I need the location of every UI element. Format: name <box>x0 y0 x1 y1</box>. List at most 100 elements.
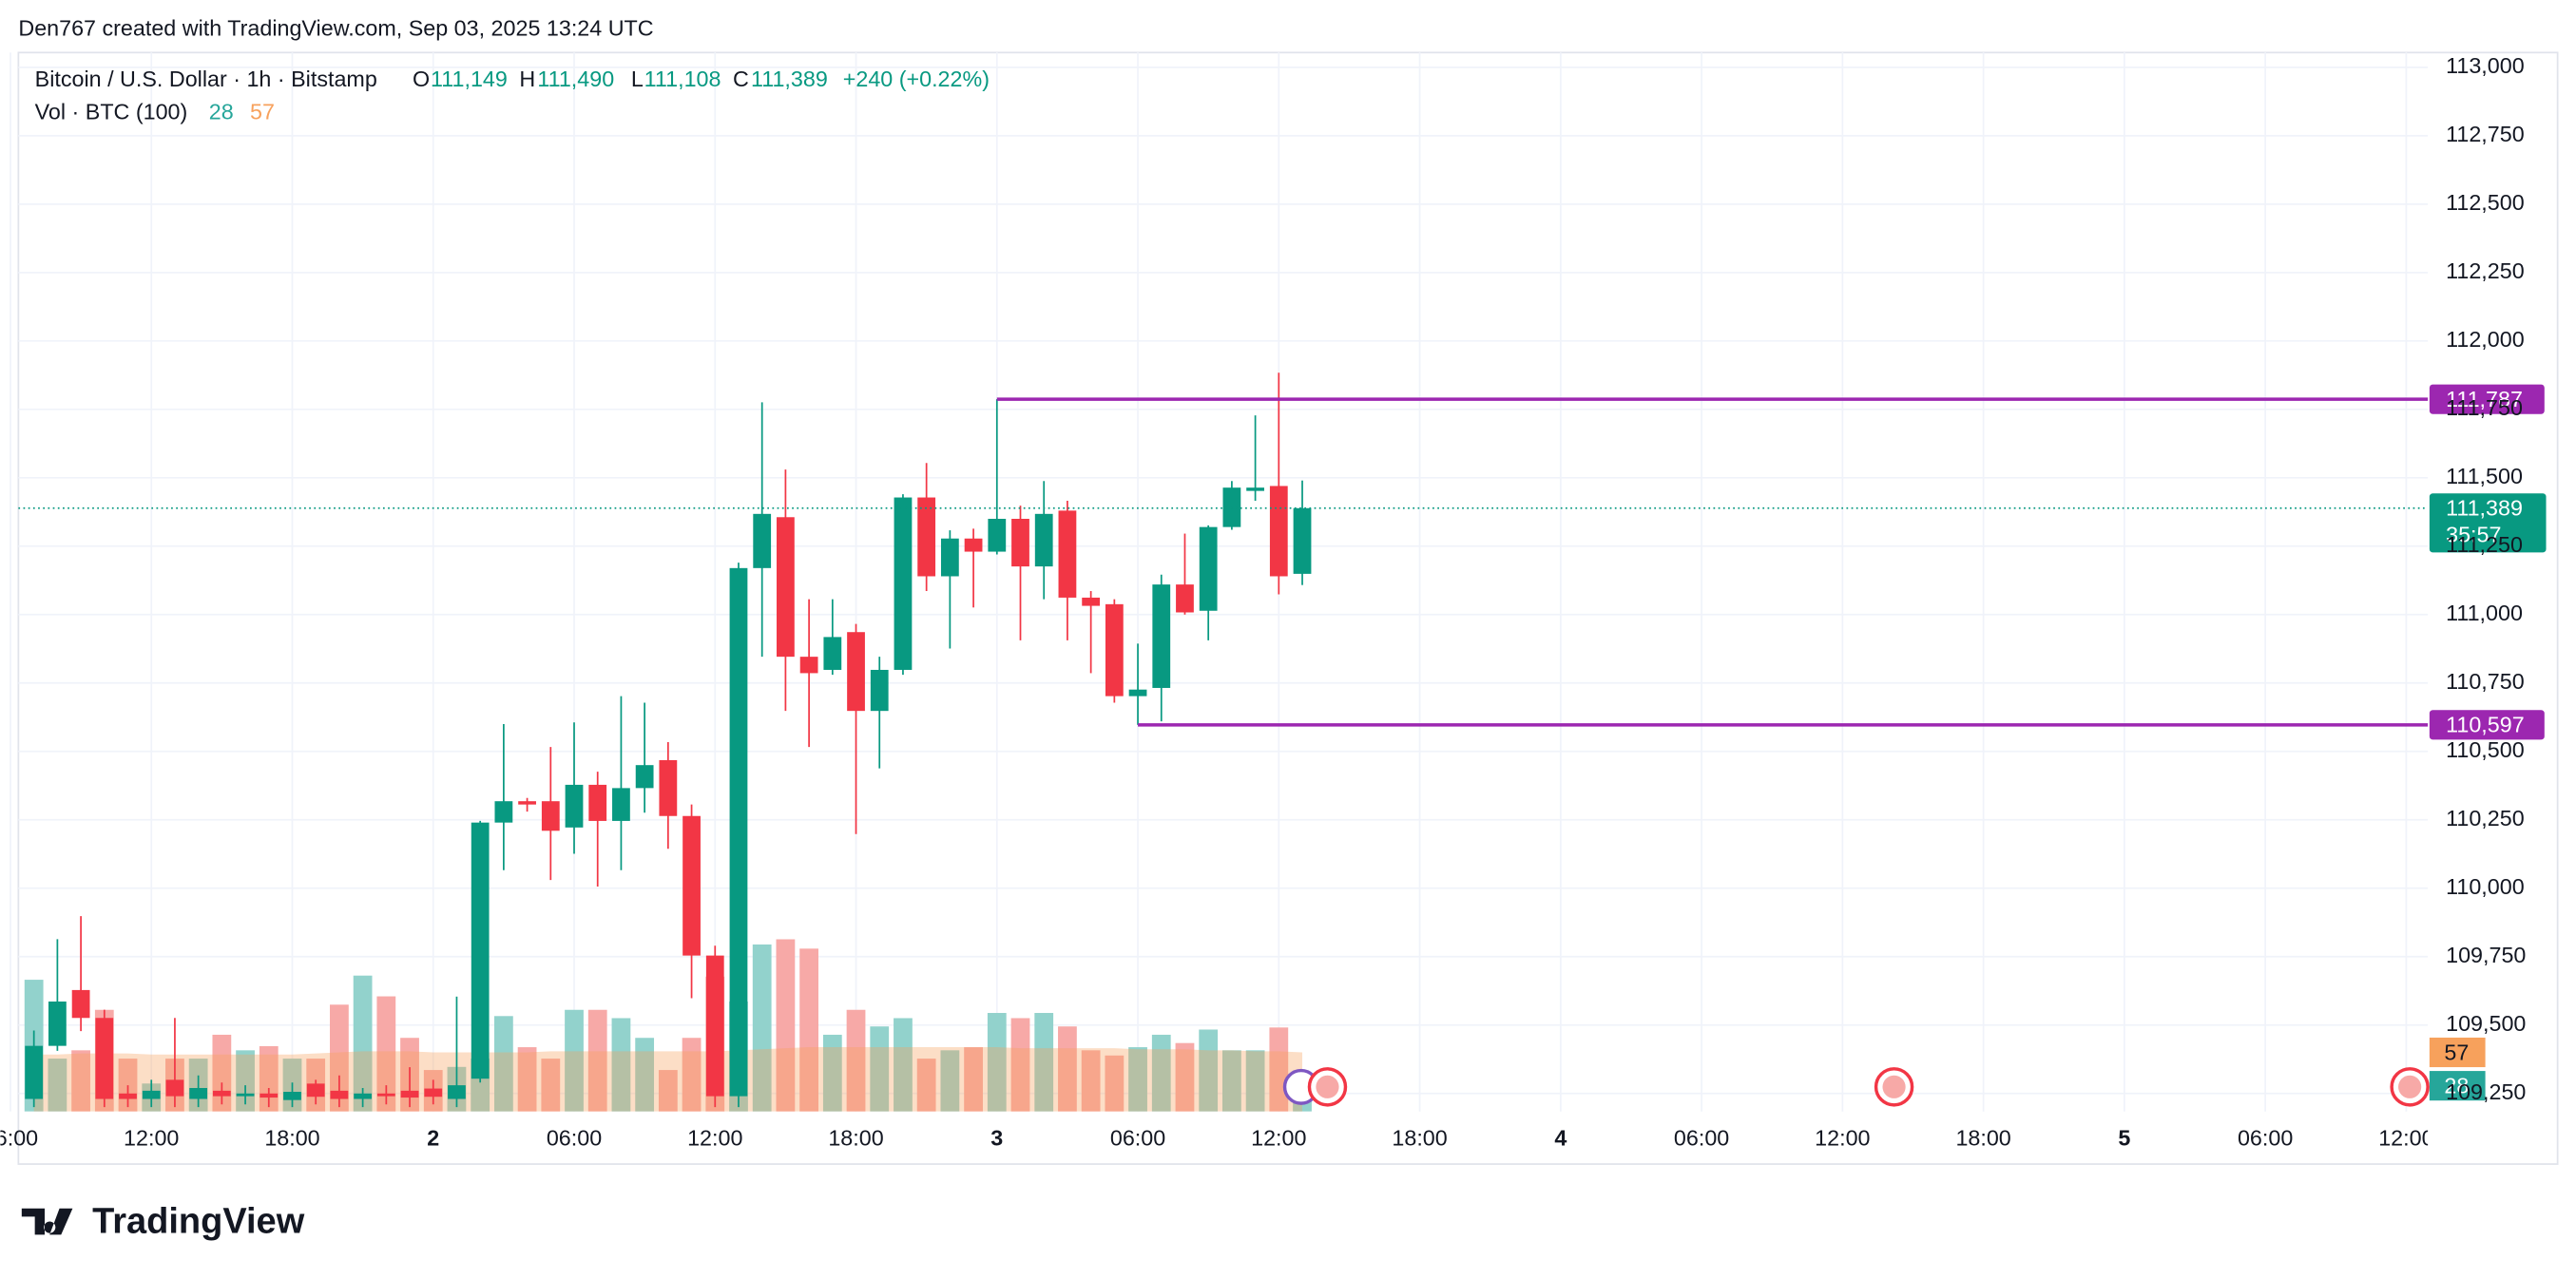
candle-body <box>95 1018 114 1099</box>
volume-value: 28 <box>209 99 234 124</box>
symbol: Bitcoin / U.S. Dollar · 1h · Bitstamp <box>35 67 377 91</box>
ohlc-key: O <box>413 67 430 91</box>
volume-bar <box>1058 1026 1077 1112</box>
volume-bar <box>236 1050 255 1112</box>
price-axis: 109,250 109,500 109,750 110,000 110,250 110,5… <box>2446 53 2526 1104</box>
logo: TradingView <box>21 1201 305 1241</box>
logo-mark <box>21 1208 73 1235</box>
volume-bar <box>1175 1042 1195 1112</box>
y-tick-label: 110,500 <box>2446 737 2525 762</box>
candle-body <box>119 1093 137 1099</box>
price-pane <box>25 372 1312 1108</box>
x-tick-label: 06:00 <box>2238 1125 2293 1150</box>
volume-pane <box>24 939 1312 1112</box>
price-badge <box>2429 710 2545 740</box>
candle-body <box>565 784 584 828</box>
price-badge-label: 110,597 <box>2446 713 2525 737</box>
volume-bar <box>330 1004 349 1112</box>
candle-body <box>1176 584 1194 613</box>
ohlc-value: 111,108 <box>644 67 721 91</box>
candle-body <box>870 669 889 712</box>
ohlc-value: 111,490 <box>537 67 614 91</box>
volume-bar <box>1105 1055 1125 1112</box>
x-tick-label: 4 <box>1554 1125 1567 1150</box>
candle-body <box>799 657 818 674</box>
candle-body <box>1034 513 1053 567</box>
volume-bar <box>611 1018 631 1112</box>
volume-bar <box>353 975 373 1112</box>
y-tick-label: 111,250 <box>2446 532 2523 557</box>
volume-bar <box>635 1038 655 1112</box>
candle-body <box>71 989 90 1019</box>
frame <box>17 51 2559 1165</box>
volume-bar <box>517 1047 537 1112</box>
volume-bar <box>987 1013 1007 1112</box>
volume-bar <box>822 1034 842 1112</box>
y-tick-label: 111,000 <box>2446 601 2523 625</box>
event-icons <box>1282 1067 2430 1107</box>
x-tick-label: 3 <box>990 1125 1003 1150</box>
volume-bar <box>1010 1018 1030 1112</box>
y-tick-label: 110,000 <box>2446 874 2525 899</box>
y-tick-label: 113,000 <box>2446 53 2525 78</box>
candle-body <box>400 1090 419 1098</box>
candle-body <box>1128 689 1147 697</box>
ohlc-key: H <box>519 67 535 91</box>
x-tick-label: 2 <box>427 1125 439 1150</box>
volume-ma-badge <box>2429 1037 2486 1068</box>
volume-bar <box>565 1009 584 1112</box>
candle-body <box>306 1083 325 1098</box>
y-tick-label: 109,750 <box>2446 943 2526 967</box>
volume-badge <box>2429 1071 2486 1101</box>
last-price-label: 111,389 <box>2446 496 2523 521</box>
volume-bar <box>682 1038 702 1112</box>
x-tick-label: 06:00 <box>547 1125 602 1150</box>
x-tick-label: 18:00 <box>828 1125 883 1150</box>
volume-bar <box>752 944 772 1112</box>
candle-body <box>988 519 1007 552</box>
x-tick-label: 18:00 <box>1955 1125 2010 1150</box>
brand: TradingView <box>92 1201 305 1241</box>
volume-bar <box>894 1018 913 1112</box>
candle-body <box>1293 507 1312 574</box>
volume-bar <box>71 1050 90 1112</box>
candle-body <box>189 1087 208 1099</box>
candle-body <box>847 632 865 712</box>
y-tick-label: 109,500 <box>2446 1011 2526 1036</box>
x-tick-label: 12:00 <box>1815 1125 1870 1150</box>
y-tick-label: 109,250 <box>2446 1079 2526 1104</box>
candle-body <box>682 815 701 956</box>
candle-body <box>1011 519 1029 567</box>
x-tick-label: 18:00 <box>1392 1125 1447 1150</box>
countdown: 35:57 <box>2446 522 2501 546</box>
candle-body <box>705 955 724 1097</box>
volume-ma-badge-label: 57 <box>2444 1040 2469 1064</box>
candle-body <box>283 1092 301 1100</box>
x-tick-label: 18:00 <box>264 1125 319 1150</box>
flag <box>2398 1075 2422 1098</box>
x-tick-label: 06:00 <box>1110 1125 1165 1150</box>
candle-body <box>964 538 983 552</box>
y-tick-label: 111,500 <box>2446 464 2523 488</box>
candle-body <box>541 801 560 831</box>
candle-body <box>612 788 630 821</box>
y-tick-label: 112,750 <box>2446 122 2525 146</box>
price-badge <box>2429 384 2545 414</box>
candle-body <box>376 1093 395 1097</box>
y-tick-label: 112,000 <box>2446 327 2525 352</box>
candle-body <box>659 759 678 816</box>
ohlc-value: 111,389 <box>751 67 828 91</box>
y-tick-label: 110,250 <box>2446 806 2525 830</box>
candle-body <box>777 517 795 658</box>
candle-body <box>212 1090 231 1097</box>
volume-bar <box>48 1059 67 1112</box>
change: +240 (+0.22%) <box>843 67 990 91</box>
y-tick-label: 112,250 <box>2446 258 2525 283</box>
volume-bar <box>964 1047 983 1112</box>
candle-body <box>753 513 772 568</box>
candle-body <box>236 1093 255 1097</box>
volume-bar <box>1222 1050 1241 1112</box>
candle-body <box>518 801 536 805</box>
x-tick-label: 5 <box>2118 1125 2130 1150</box>
